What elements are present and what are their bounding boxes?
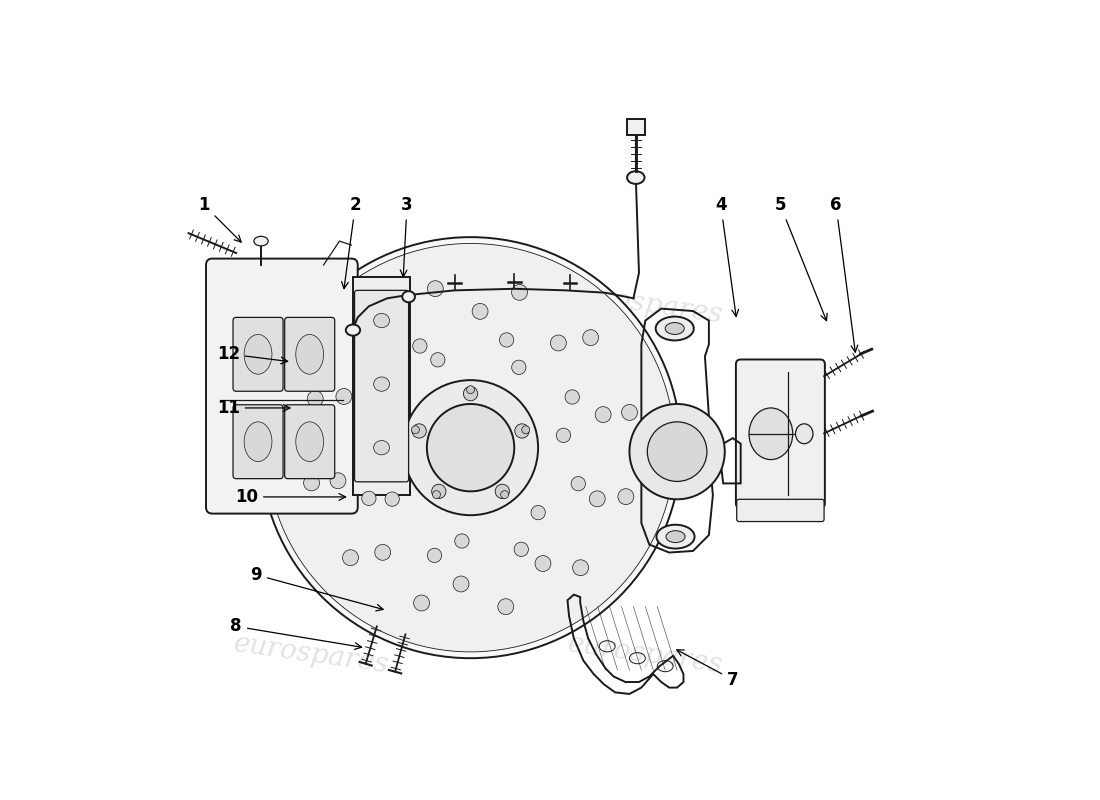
Ellipse shape [375,544,390,560]
Ellipse shape [515,424,529,438]
Ellipse shape [535,556,551,571]
Ellipse shape [432,490,440,498]
Ellipse shape [374,411,388,426]
Ellipse shape [571,477,585,491]
Text: 1: 1 [199,196,241,242]
Ellipse shape [362,491,376,506]
Ellipse shape [666,530,685,542]
Ellipse shape [647,422,707,482]
Ellipse shape [512,360,526,374]
Ellipse shape [618,489,634,505]
Ellipse shape [531,506,546,520]
Ellipse shape [412,424,427,438]
Ellipse shape [557,428,571,442]
Ellipse shape [428,281,443,297]
Text: 5: 5 [774,196,827,321]
Ellipse shape [472,303,488,319]
FancyBboxPatch shape [627,118,645,134]
Ellipse shape [374,377,389,391]
Text: 7: 7 [676,650,738,689]
Text: eurospares: eurospares [565,630,725,678]
Text: 3: 3 [400,196,412,277]
Ellipse shape [296,422,323,462]
Ellipse shape [550,335,566,351]
Ellipse shape [374,441,389,455]
Ellipse shape [499,333,514,347]
Ellipse shape [656,317,694,341]
Ellipse shape [500,490,508,498]
Ellipse shape [390,324,406,340]
Ellipse shape [621,405,638,420]
Ellipse shape [254,236,268,246]
Ellipse shape [431,353,446,367]
Ellipse shape [495,484,509,498]
FancyBboxPatch shape [285,318,334,391]
Ellipse shape [345,325,360,336]
FancyBboxPatch shape [353,277,410,495]
Ellipse shape [514,542,528,557]
Text: eurospares: eurospares [565,280,725,329]
FancyBboxPatch shape [354,290,408,482]
Ellipse shape [266,243,674,652]
Text: 8: 8 [230,618,362,650]
Ellipse shape [342,550,359,566]
Ellipse shape [244,334,272,374]
Text: 12: 12 [217,345,288,364]
Ellipse shape [244,422,272,462]
Ellipse shape [412,339,427,353]
FancyBboxPatch shape [737,499,824,522]
Ellipse shape [260,237,681,658]
Ellipse shape [749,408,793,459]
Ellipse shape [336,389,352,405]
Text: 4: 4 [715,196,738,317]
Ellipse shape [307,390,323,406]
Ellipse shape [573,560,588,576]
Ellipse shape [411,426,419,434]
Text: 2: 2 [342,196,361,289]
Ellipse shape [454,534,469,548]
Text: eurospares: eurospares [232,630,392,678]
Ellipse shape [583,330,598,346]
Ellipse shape [595,406,612,422]
Ellipse shape [403,380,538,515]
Ellipse shape [414,595,429,611]
Ellipse shape [629,404,725,499]
Ellipse shape [512,284,528,300]
Text: 10: 10 [235,488,345,506]
FancyBboxPatch shape [233,405,283,478]
Ellipse shape [428,548,442,562]
Ellipse shape [374,314,389,328]
Ellipse shape [353,320,369,335]
Ellipse shape [427,404,515,491]
FancyBboxPatch shape [233,318,283,391]
Ellipse shape [453,576,469,592]
Text: eurospares: eurospares [232,280,392,329]
Ellipse shape [463,386,477,401]
Ellipse shape [498,598,514,614]
Ellipse shape [521,426,530,434]
Ellipse shape [565,390,580,404]
Text: 6: 6 [830,196,858,352]
Ellipse shape [385,492,399,506]
Ellipse shape [657,525,694,549]
FancyBboxPatch shape [736,359,825,508]
FancyBboxPatch shape [206,258,358,514]
Text: 9: 9 [250,566,383,611]
Ellipse shape [431,484,446,498]
Text: 11: 11 [217,399,290,417]
Ellipse shape [403,291,415,302]
Ellipse shape [795,424,813,444]
Ellipse shape [355,405,370,418]
Ellipse shape [666,322,684,334]
Ellipse shape [304,475,319,491]
Ellipse shape [627,171,645,184]
Ellipse shape [590,491,605,506]
Ellipse shape [330,473,345,489]
Ellipse shape [466,386,474,394]
Ellipse shape [296,334,323,374]
FancyBboxPatch shape [285,405,334,478]
